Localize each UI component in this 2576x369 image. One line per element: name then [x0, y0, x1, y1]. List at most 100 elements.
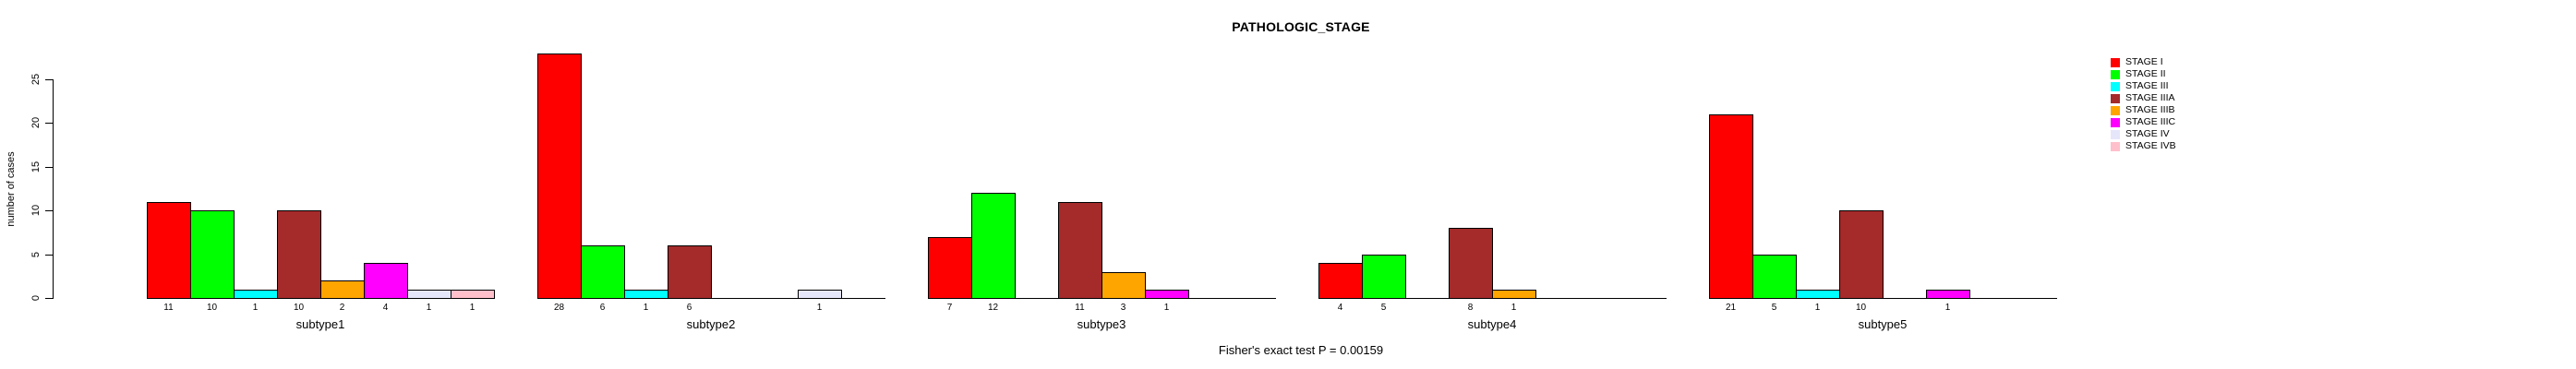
bar-zero	[1405, 298, 1450, 299]
bar	[928, 237, 972, 299]
chart-title: PATHOLOGIC_STAGE	[1232, 19, 1370, 34]
bar-value-label: 10	[206, 303, 218, 313]
legend-item: STAGE IIIC	[2111, 116, 2176, 128]
legend-label: STAGE IV	[2125, 128, 2170, 139]
bar	[1796, 290, 1840, 299]
bar-value-label: 6	[599, 303, 606, 313]
bar-value-label: 1	[1814, 303, 1821, 313]
bar-value-label: 1	[816, 303, 823, 313]
bar-zero	[711, 298, 755, 299]
bar-value-label: 10	[293, 303, 305, 313]
bar	[798, 290, 842, 299]
bar	[1058, 202, 1102, 299]
legend: STAGE I STAGE II STAGE III STAGE IIIA STAGE …	[2111, 56, 2176, 152]
bar-value-label: 1	[1944, 303, 1951, 313]
bar-zero	[841, 298, 885, 299]
legend-item: STAGE IV	[2111, 128, 2176, 140]
fisher-test-annotation: Fisher's exact test P = 0.00159	[1218, 343, 1384, 357]
bar-value-label: 3	[1120, 303, 1126, 313]
y-axis-tick	[45, 79, 53, 80]
legend-item: STAGE IVB	[2111, 140, 2176, 152]
legend-item: STAGE II	[2111, 68, 2176, 80]
bar	[1362, 255, 1406, 299]
bar	[537, 54, 582, 299]
bar-value-label: 5	[1771, 303, 1777, 313]
bar-value-label: 4	[382, 303, 389, 313]
bar-value-label: 28	[553, 303, 565, 313]
bar-value-label: 5	[1380, 303, 1387, 313]
bar	[320, 280, 365, 299]
y-tick-label: 25	[30, 73, 42, 86]
legend-item: STAGE IIIB	[2111, 104, 2176, 116]
bar	[1839, 210, 1884, 299]
bar-zero	[754, 298, 799, 299]
bar-value-label: 1	[469, 303, 475, 313]
y-tick-label: 0	[30, 294, 42, 302]
bar	[451, 290, 495, 299]
bar-zero	[1535, 298, 1580, 299]
bar-zero	[1015, 298, 1059, 299]
y-axis-tick	[45, 255, 53, 256]
legend-label: STAGE IIIB	[2125, 104, 2175, 115]
legend-item: STAGE III	[2111, 80, 2176, 92]
bar	[971, 193, 1016, 299]
legend-swatch	[2111, 57, 2120, 67]
y-axis-tick	[45, 167, 53, 168]
legend-swatch	[2111, 129, 2120, 139]
y-axis-tick	[45, 210, 53, 211]
category-label: subtype2	[686, 317, 736, 331]
bar-value-label: 7	[946, 303, 953, 313]
bar-value-label: 1	[1163, 303, 1170, 313]
legend-label: STAGE II	[2125, 68, 2166, 79]
y-tick-label: 5	[30, 251, 42, 258]
y-tick-label: 15	[30, 161, 42, 173]
bar	[1492, 290, 1536, 299]
bar-value-label: 2	[339, 303, 345, 313]
y-axis-line	[53, 79, 54, 299]
bar-zero	[1969, 298, 2014, 299]
legend-swatch	[2111, 93, 2120, 103]
bar-zero	[1232, 298, 1276, 299]
bar	[581, 245, 625, 299]
bar-value-label: 8	[1467, 303, 1474, 313]
bar-value-label: 11	[163, 303, 174, 313]
bar	[1101, 272, 1146, 299]
legend-label: STAGE I	[2125, 56, 2163, 67]
bar	[1145, 290, 1189, 299]
y-tick-label: 10	[30, 204, 42, 217]
legend-swatch	[2111, 117, 2120, 127]
legend-swatch	[2111, 81, 2120, 91]
bar-value-label: 10	[1855, 303, 1867, 313]
bar-value-label: 21	[1725, 303, 1737, 313]
legend-label: STAGE IIIC	[2125, 116, 2176, 127]
y-axis-tick	[45, 123, 53, 124]
bar-value-label: 1	[1511, 303, 1517, 313]
bar	[407, 290, 451, 299]
bar-zero	[1622, 298, 1667, 299]
bar	[668, 245, 712, 299]
bar-value-label: 12	[987, 303, 999, 313]
bar-zero	[1579, 298, 1623, 299]
bar	[277, 210, 321, 299]
bar	[190, 210, 235, 299]
bar-value-label: 4	[1337, 303, 1343, 313]
y-axis-tick	[45, 298, 53, 299]
bar	[234, 290, 278, 299]
bar	[1926, 290, 1970, 299]
legend-label: STAGE IIIA	[2125, 92, 2175, 103]
bar	[1318, 263, 1363, 299]
category-label: subtype5	[1858, 317, 1908, 331]
bar	[364, 263, 408, 299]
bar-value-label: 6	[686, 303, 692, 313]
bar	[1449, 228, 1493, 299]
legend-swatch	[2111, 69, 2120, 79]
bar-value-label: 1	[252, 303, 259, 313]
bar	[1752, 255, 1797, 299]
bar-value-label: 1	[426, 303, 432, 313]
legend-swatch	[2111, 105, 2120, 115]
legend-item: STAGE I	[2111, 56, 2176, 68]
bar	[624, 290, 668, 299]
y-axis-label: number of cases	[6, 151, 17, 227]
legend-label: STAGE III	[2125, 80, 2169, 91]
